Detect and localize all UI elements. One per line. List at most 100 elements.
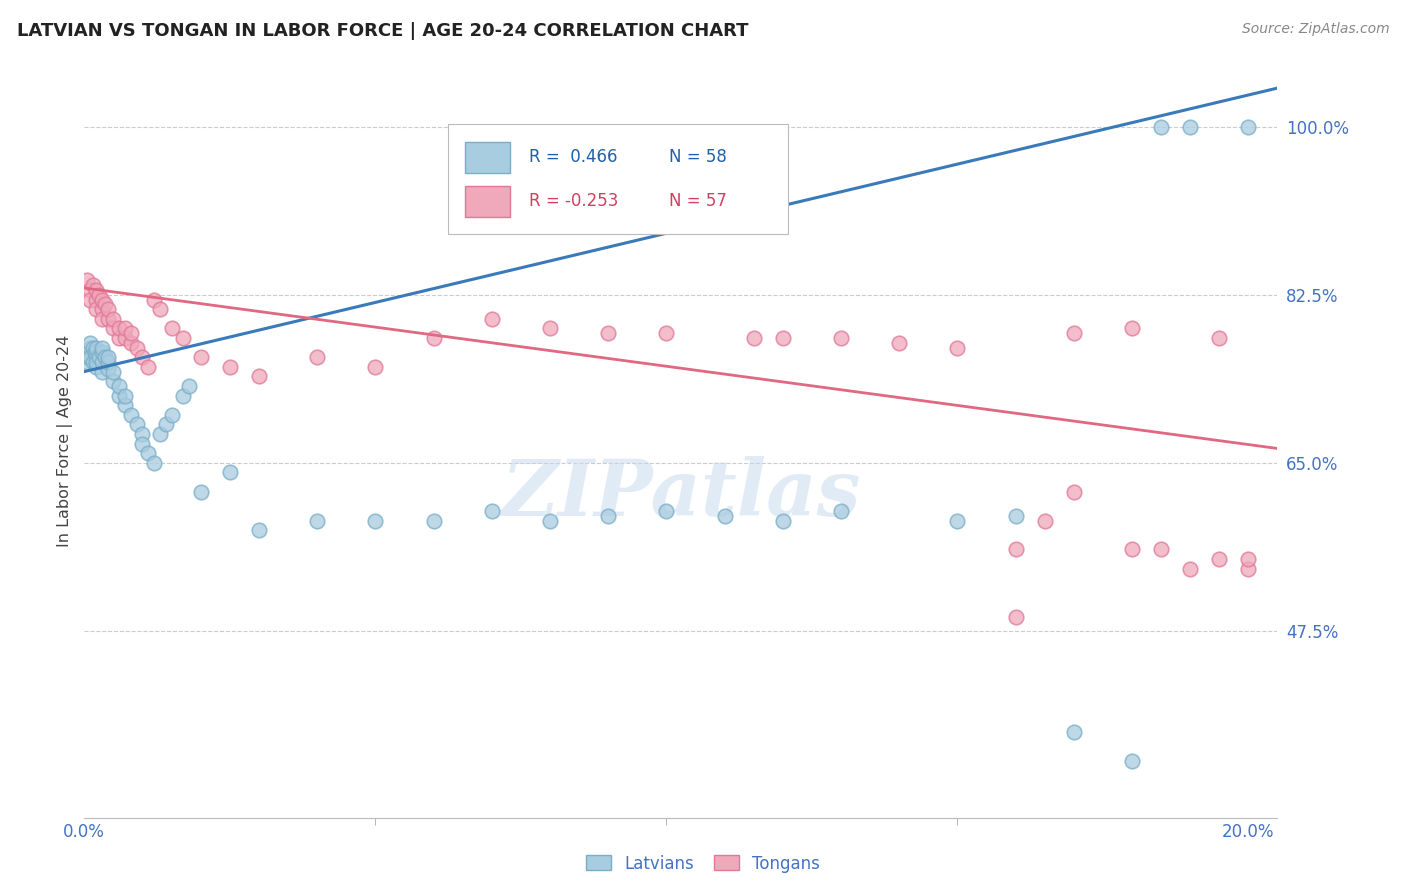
Point [1237, 552, 1260, 566]
Point [114, 321, 136, 335]
Point [655, 504, 678, 518]
Point [1237, 120, 1260, 134]
Point [87, 350, 110, 364]
Point [76, 273, 98, 287]
Point [82, 278, 104, 293]
Point [247, 369, 270, 384]
Point [1150, 542, 1173, 557]
Y-axis label: In Labor Force | Age 20-24: In Labor Force | Age 20-24 [58, 335, 73, 548]
Point [97, 311, 120, 326]
Point [772, 331, 794, 345]
FancyBboxPatch shape [465, 142, 510, 173]
Point [149, 427, 172, 442]
Point [90, 341, 112, 355]
Point [1180, 561, 1202, 575]
Point [90, 302, 112, 317]
Text: ZIPatlas: ZIPatlas [501, 456, 860, 533]
Point [713, 508, 735, 523]
Point [1004, 508, 1026, 523]
Point [538, 321, 561, 335]
Point [1063, 326, 1085, 340]
Point [103, 321, 125, 335]
Point [218, 359, 240, 374]
Point [79, 335, 101, 350]
Point [136, 446, 159, 460]
Point [538, 514, 561, 528]
Text: Source: ZipAtlas.com: Source: ZipAtlas.com [1241, 22, 1389, 37]
Point [143, 293, 166, 307]
Point [772, 514, 794, 528]
Point [90, 293, 112, 307]
Point [1208, 331, 1230, 345]
Point [120, 326, 142, 340]
Point [82, 355, 104, 369]
Point [307, 350, 329, 364]
Point [77, 350, 100, 364]
Point [149, 302, 172, 317]
Point [422, 514, 444, 528]
Point [155, 417, 177, 432]
Point [1063, 725, 1085, 739]
Point [103, 365, 125, 379]
Point [84, 283, 107, 297]
Point [79, 293, 101, 307]
Point [889, 335, 911, 350]
Point [87, 287, 110, 301]
Point [97, 350, 120, 364]
Point [120, 335, 142, 350]
Point [108, 389, 131, 403]
Point [1180, 120, 1202, 134]
Point [364, 359, 387, 374]
Point [83, 345, 105, 359]
Point [97, 302, 120, 317]
Point [79, 350, 101, 364]
Text: R = -0.253: R = -0.253 [529, 192, 619, 210]
Point [172, 331, 194, 345]
Point [84, 355, 107, 369]
Text: LATVIAN VS TONGAN IN LABOR FORCE | AGE 20-24 CORRELATION CHART: LATVIAN VS TONGAN IN LABOR FORCE | AGE 2… [17, 22, 748, 40]
Point [108, 331, 131, 345]
Point [598, 326, 620, 340]
Point [114, 398, 136, 412]
Point [481, 311, 503, 326]
Point [90, 311, 112, 326]
Point [1237, 561, 1260, 575]
Point [1004, 609, 1026, 624]
Point [84, 302, 107, 317]
Point [136, 359, 159, 374]
Point [82, 341, 104, 355]
Point [143, 456, 166, 470]
Point [218, 466, 240, 480]
Point [103, 311, 125, 326]
Point [125, 417, 148, 432]
Point [307, 514, 329, 528]
Point [422, 331, 444, 345]
Point [79, 283, 101, 297]
Point [84, 341, 107, 355]
Point [742, 331, 765, 345]
Point [103, 374, 125, 388]
Point [830, 504, 852, 518]
Point [84, 293, 107, 307]
Point [90, 345, 112, 359]
Point [1121, 542, 1143, 557]
Point [131, 350, 153, 364]
Point [84, 350, 107, 364]
Point [1121, 754, 1143, 768]
Point [76, 355, 98, 369]
Point [90, 365, 112, 379]
Point [1150, 120, 1173, 134]
Text: N = 57: N = 57 [669, 192, 727, 210]
Point [1033, 514, 1056, 528]
Point [160, 408, 183, 422]
Point [598, 508, 620, 523]
Point [172, 389, 194, 403]
Point [84, 359, 107, 374]
FancyBboxPatch shape [449, 124, 789, 234]
Point [120, 408, 142, 422]
Point [1121, 321, 1143, 335]
Point [190, 484, 212, 499]
Point [90, 355, 112, 369]
Point [114, 331, 136, 345]
Point [190, 350, 212, 364]
